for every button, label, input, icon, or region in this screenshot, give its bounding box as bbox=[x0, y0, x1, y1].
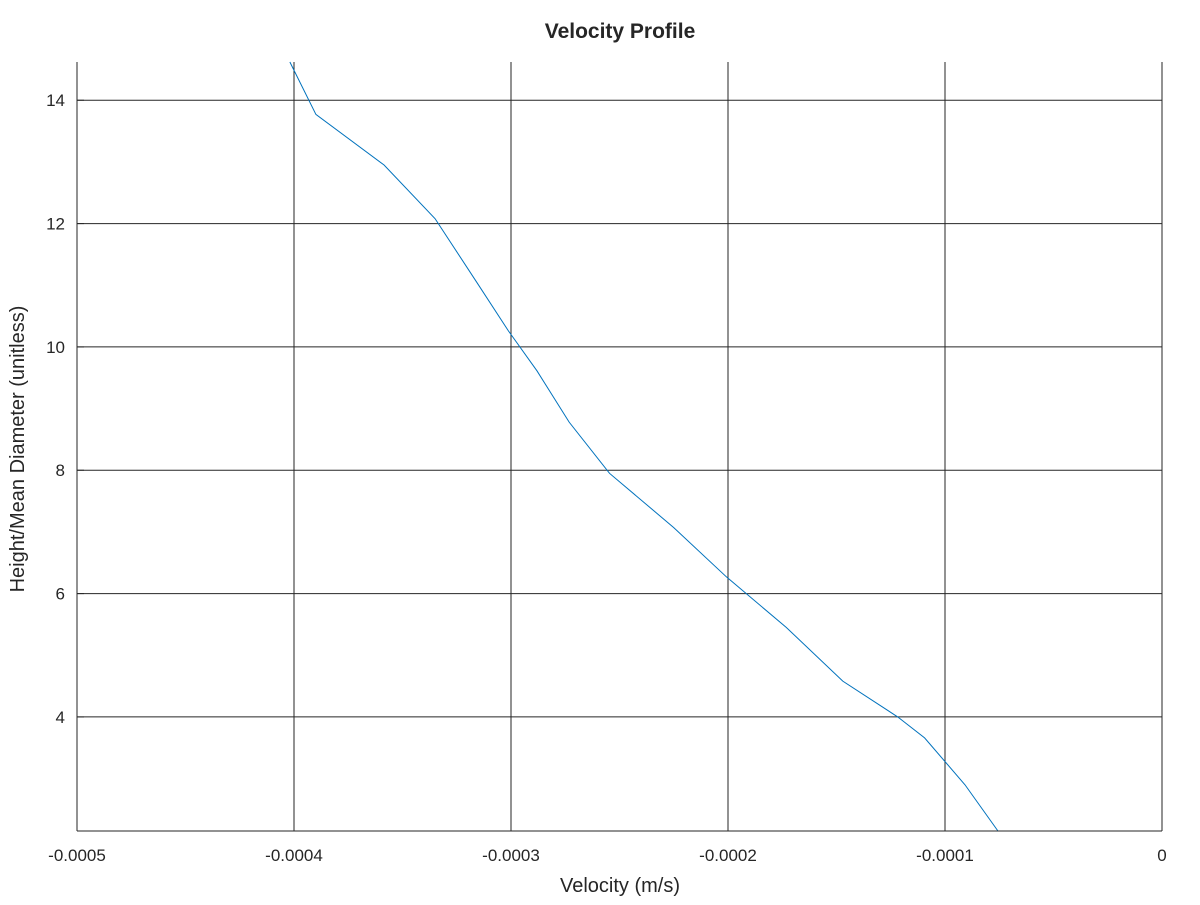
x-tick-label: -0.0001 bbox=[916, 846, 974, 865]
y-tick-label: 14 bbox=[46, 91, 65, 110]
tick-labels: -0.0005 -0.0004 -0.0003 -0.0002 -0.0001 0 4 6 8 1… bbox=[46, 91, 1167, 865]
velocity-series-line bbox=[289, 61, 999, 832]
x-axis-label: Velocity (m/s) bbox=[560, 875, 680, 897]
grid bbox=[76, 62, 1163, 831]
y-tick-label: 6 bbox=[56, 585, 65, 604]
x-tick-label: -0.0005 bbox=[48, 846, 106, 865]
y-tick-label: 12 bbox=[46, 215, 65, 234]
y-tick-label: 8 bbox=[56, 461, 65, 480]
x-tick-label: -0.0003 bbox=[482, 846, 540, 865]
x-tick-label: 0 bbox=[1157, 846, 1166, 865]
y-tick-label: 4 bbox=[56, 708, 65, 727]
y-tick-label: 10 bbox=[46, 338, 65, 357]
x-tick-label: -0.0002 bbox=[699, 846, 757, 865]
x-tick-label: -0.0004 bbox=[265, 846, 323, 865]
axes bbox=[76, 62, 1163, 832]
chart-title: Velocity Profile bbox=[545, 20, 696, 43]
series-layer bbox=[289, 61, 999, 832]
y-axis-label: Height/Mean Diameter (unitless) bbox=[7, 306, 29, 593]
